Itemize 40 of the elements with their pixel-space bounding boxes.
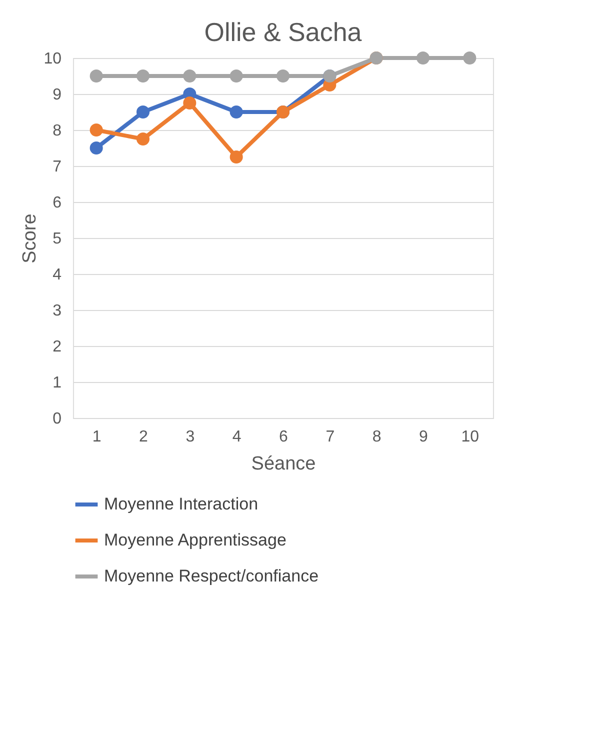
point (276, 69, 290, 83)
x-tick-label: 1 (92, 428, 102, 446)
legend-label: Moyenne Respect/confiance (104, 566, 319, 586)
point (136, 69, 150, 83)
point (183, 69, 196, 83)
x-tick-label: 2 (139, 428, 148, 446)
chart-title: Ollie & Sacha (204, 17, 362, 47)
x-tick-label: 3 (186, 428, 195, 446)
point (136, 132, 150, 146)
point (416, 51, 430, 65)
y-tick-label: 2 (52, 338, 62, 356)
point (90, 141, 103, 155)
y-tick-label: 0 (52, 410, 62, 428)
x-tick-label: 10 (461, 428, 480, 446)
y-tick-label: 9 (52, 86, 62, 104)
x-tick-label: 8 (372, 428, 382, 446)
y-tick-label: 10 (44, 50, 62, 68)
point (463, 51, 476, 65)
y-tick-label: 8 (52, 122, 62, 140)
legend-label: Moyenne Apprentissage (104, 530, 286, 550)
legend-label: Moyenne Interaction (104, 494, 258, 514)
point (230, 150, 243, 164)
point (90, 123, 103, 137)
point (230, 105, 243, 119)
point (136, 105, 150, 119)
x-tick-label: 7 (326, 428, 335, 446)
y-tick-label: 4 (52, 266, 62, 284)
y-tick-label: 3 (52, 302, 62, 320)
x-axis-title: Séance (251, 454, 316, 474)
x-tick-label: 6 (279, 428, 288, 446)
point (90, 69, 103, 83)
point (230, 69, 243, 83)
point (183, 96, 196, 110)
y-axis-title: Score (20, 214, 41, 264)
y-tick-label: 7 (52, 158, 62, 176)
x-tick-label: 9 (419, 428, 428, 446)
y-tick-label: 1 (52, 374, 62, 392)
y-tick-label: 5 (52, 230, 62, 248)
x-tick-label: 4 (232, 428, 242, 446)
y-tick-label: 6 (52, 194, 62, 212)
